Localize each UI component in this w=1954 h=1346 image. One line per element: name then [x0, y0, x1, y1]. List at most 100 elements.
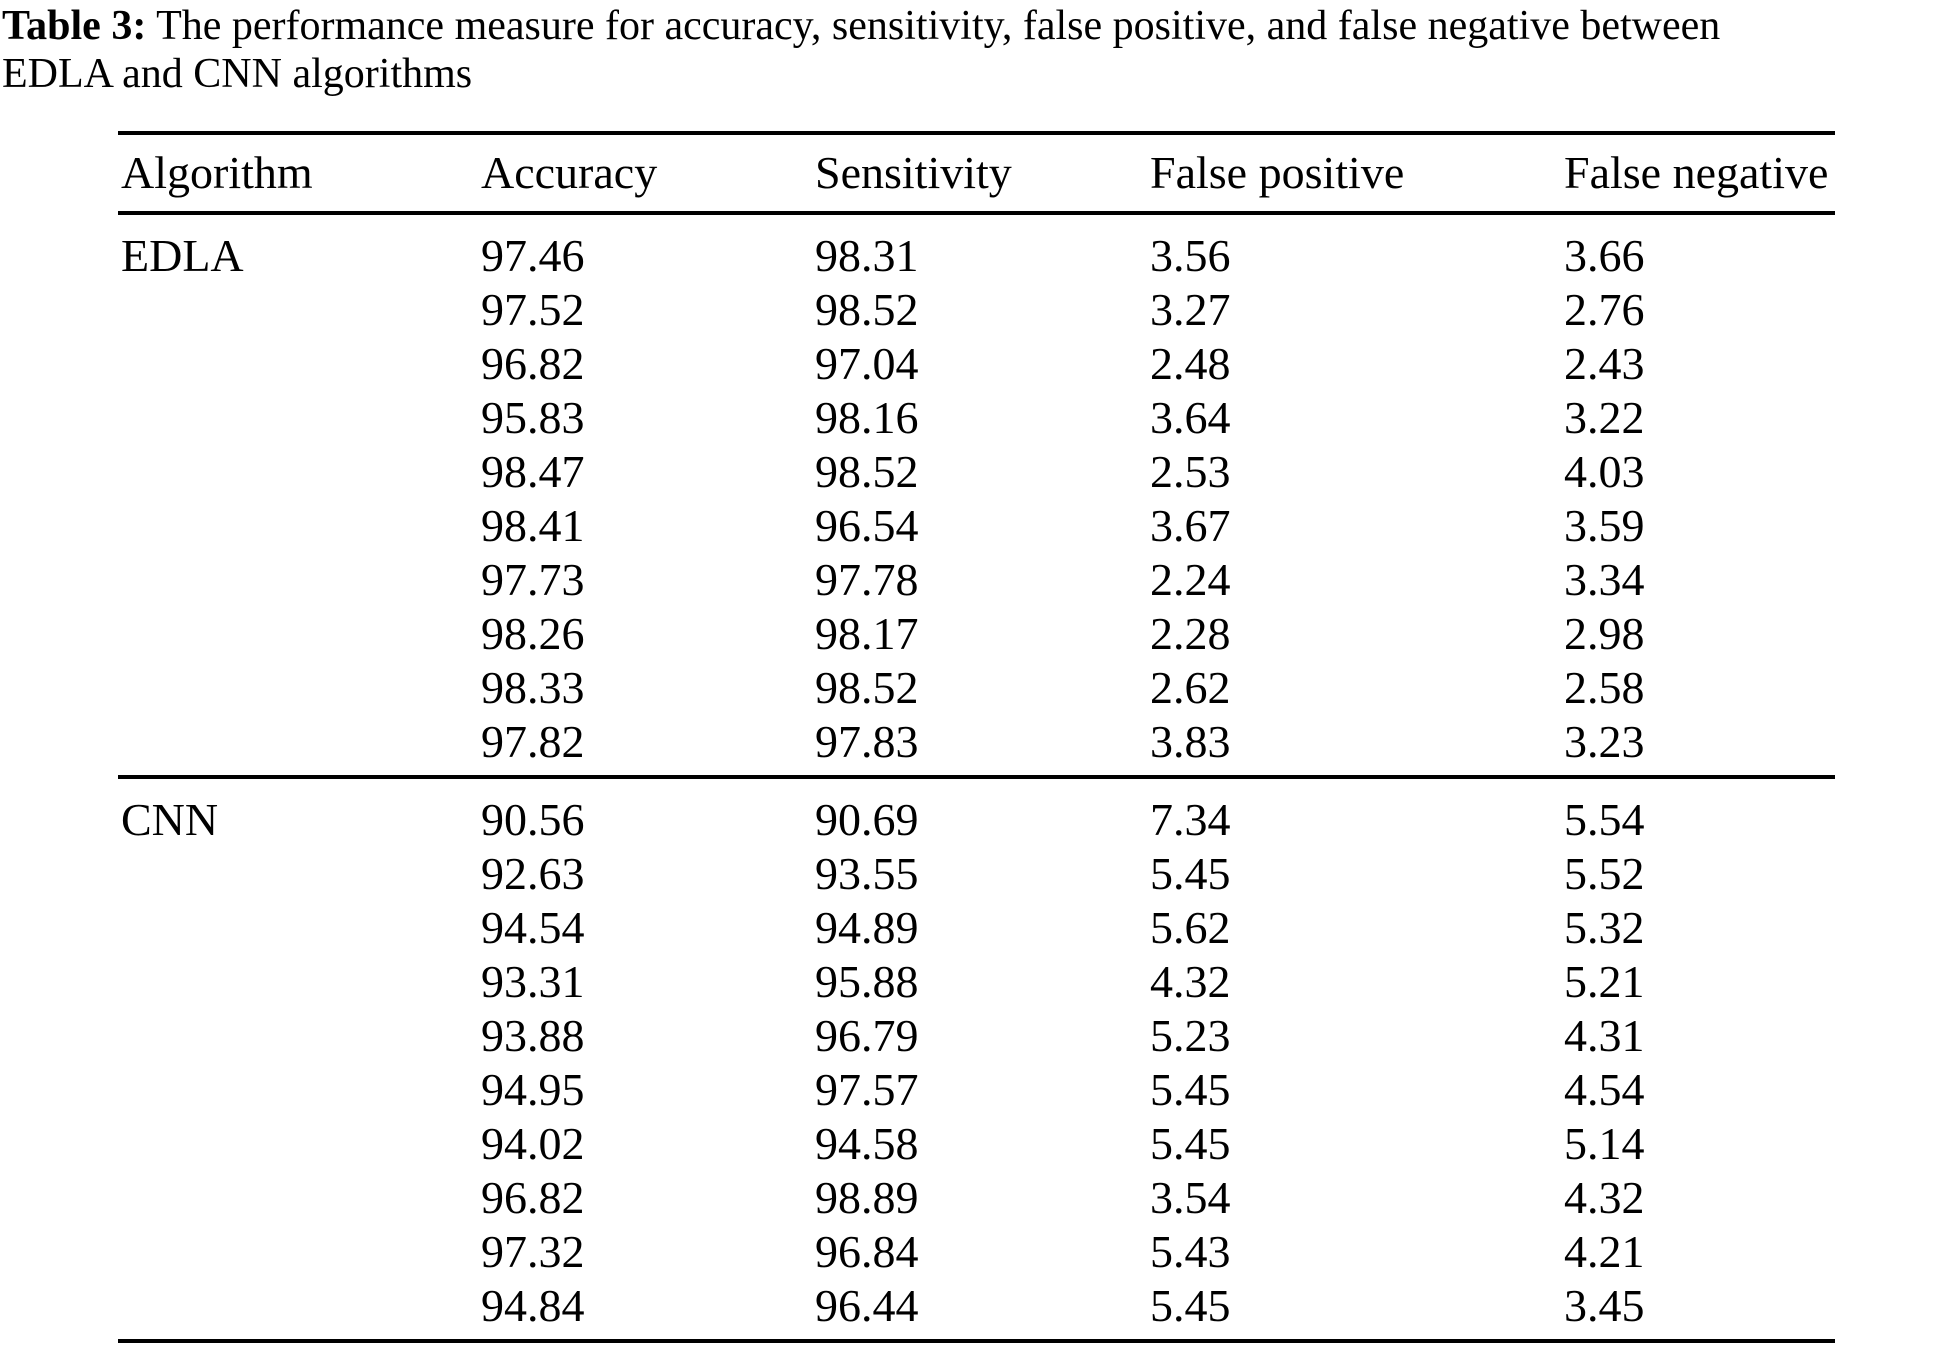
value-cell: 4.31	[1564, 1010, 1645, 1061]
value-cell: 5.45	[1150, 1118, 1231, 1169]
table-row: 98.47 98.52 2.53 4.03	[118, 445, 1835, 499]
value-cell: 94.89	[815, 902, 919, 953]
value-cell: 97.73	[481, 554, 585, 605]
value-cell: 5.45	[1150, 1280, 1231, 1331]
table-row: 92.63 93.55 5.45 5.52	[118, 847, 1835, 901]
table-row: 95.83 98.16 3.64 3.22	[118, 391, 1835, 445]
value-cell: 95.88	[815, 956, 919, 1007]
table-row: 97.73 97.78 2.24 3.34	[118, 553, 1835, 607]
value-cell: 5.21	[1564, 956, 1645, 1007]
value-cell: 3.34	[1564, 554, 1645, 605]
value-cell: 98.16	[815, 392, 919, 443]
performance-table: Algorithm Accuracy Sensitivity False pos…	[118, 131, 1835, 1343]
value-cell: 92.63	[481, 848, 585, 899]
value-cell: 3.83	[1150, 716, 1231, 767]
column-header-sensitivity: Sensitivity	[815, 147, 1012, 198]
column-header-algorithm: Algorithm	[121, 147, 313, 198]
value-cell: 2.48	[1150, 338, 1231, 389]
value-cell: 3.45	[1564, 1280, 1645, 1331]
value-cell: 97.82	[481, 716, 585, 767]
value-cell: 97.46	[481, 230, 585, 281]
table-row: 97.52 98.52 3.27 2.76	[118, 283, 1835, 337]
value-cell: 94.54	[481, 902, 585, 953]
table-caption: Table 3: The performance measure for acc…	[2, 2, 1720, 98]
value-cell: 3.56	[1150, 230, 1231, 281]
value-cell: 3.23	[1564, 716, 1645, 767]
value-cell: 98.89	[815, 1172, 919, 1223]
value-cell: 3.59	[1564, 500, 1645, 551]
algorithm-cell: EDLA	[121, 230, 244, 281]
value-cell: 94.95	[481, 1064, 585, 1115]
section-divider-rule	[118, 775, 1835, 779]
value-cell: 96.82	[481, 1172, 585, 1223]
table-row: 97.82 97.83 3.83 3.23	[118, 715, 1835, 769]
value-cell: 3.54	[1150, 1172, 1231, 1223]
value-cell: 98.52	[815, 284, 919, 335]
value-cell: 5.52	[1564, 848, 1645, 899]
caption-line-1: Table 3: The performance measure for acc…	[2, 2, 1720, 50]
value-cell: 5.45	[1150, 1064, 1231, 1115]
value-cell: 5.54	[1564, 794, 1645, 845]
table-section-edla: EDLA 97.46 98.31 3.56 3.66 97.52 98.52 3.27 2.76…	[118, 215, 1835, 775]
value-cell: 4.32	[1564, 1172, 1645, 1223]
table-row: 96.82 98.89 3.54 4.32	[118, 1171, 1835, 1225]
value-cell: 94.58	[815, 1118, 919, 1169]
table-top-rule	[118, 131, 1835, 135]
table-row: EDLA 97.46 98.31 3.56 3.66	[118, 229, 1835, 283]
table-row: 94.84 96.44 5.45 3.45	[118, 1279, 1835, 1333]
value-cell: 98.31	[815, 230, 919, 281]
value-cell: 96.54	[815, 500, 919, 551]
table-header-row: Algorithm Accuracy Sensitivity False pos…	[118, 135, 1835, 211]
value-cell: 2.28	[1150, 608, 1231, 659]
value-cell: 97.04	[815, 338, 919, 389]
value-cell: 95.83	[481, 392, 585, 443]
table-row: 97.32 96.84 5.43 4.21	[118, 1225, 1835, 1279]
column-header-accuracy: Accuracy	[481, 147, 658, 198]
value-cell: 4.32	[1150, 956, 1231, 1007]
caption-line-2: EDLA and CNN algorithms	[2, 51, 473, 97]
table-bottom-rule	[118, 1339, 1835, 1343]
value-cell: 97.32	[481, 1226, 585, 1277]
value-cell: 5.14	[1564, 1118, 1645, 1169]
table-row: CNN 90.56 90.69 7.34 5.54	[118, 793, 1835, 847]
table-row: 94.54 94.89 5.62 5.32	[118, 901, 1835, 955]
value-cell: 90.69	[815, 794, 919, 845]
value-cell: 96.79	[815, 1010, 919, 1061]
value-cell: 3.27	[1150, 284, 1231, 335]
value-cell: 93.88	[481, 1010, 585, 1061]
value-cell: 90.56	[481, 794, 585, 845]
value-cell: 94.84	[481, 1280, 585, 1331]
value-cell: 98.52	[815, 662, 919, 713]
value-cell: 96.82	[481, 338, 585, 389]
value-cell: 7.34	[1150, 794, 1231, 845]
value-cell: 2.53	[1150, 446, 1231, 497]
value-cell: 3.22	[1564, 392, 1645, 443]
header-divider-rule	[118, 211, 1835, 215]
value-cell: 3.64	[1150, 392, 1231, 443]
algorithm-cell: CNN	[121, 794, 219, 845]
value-cell: 97.57	[815, 1064, 919, 1115]
value-cell: 5.62	[1150, 902, 1231, 953]
value-cell: 4.03	[1564, 446, 1645, 497]
value-cell: 4.54	[1564, 1064, 1645, 1115]
value-cell: 96.44	[815, 1280, 919, 1331]
value-cell: 98.41	[481, 500, 585, 551]
value-cell: 4.21	[1564, 1226, 1645, 1277]
value-cell: 3.67	[1150, 500, 1231, 551]
value-cell: 97.83	[815, 716, 919, 767]
column-header-false-positive: False positive	[1150, 147, 1405, 198]
value-cell: 94.02	[481, 1118, 585, 1169]
value-cell: 98.26	[481, 608, 585, 659]
column-header-false-negative: False negative	[1564, 147, 1829, 198]
table-row: 98.26 98.17 2.28 2.98	[118, 607, 1835, 661]
value-cell: 2.62	[1150, 662, 1231, 713]
value-cell: 2.98	[1564, 608, 1645, 659]
caption-label: Table 3:	[2, 3, 147, 49]
table-row: 93.88 96.79 5.23 4.31	[118, 1009, 1835, 1063]
table-row: 98.33 98.52 2.62 2.58	[118, 661, 1835, 715]
value-cell: 5.45	[1150, 848, 1231, 899]
table-row: 98.41 96.54 3.67 3.59	[118, 499, 1835, 553]
table-row: 96.82 97.04 2.48 2.43	[118, 337, 1835, 391]
value-cell: 98.52	[815, 446, 919, 497]
